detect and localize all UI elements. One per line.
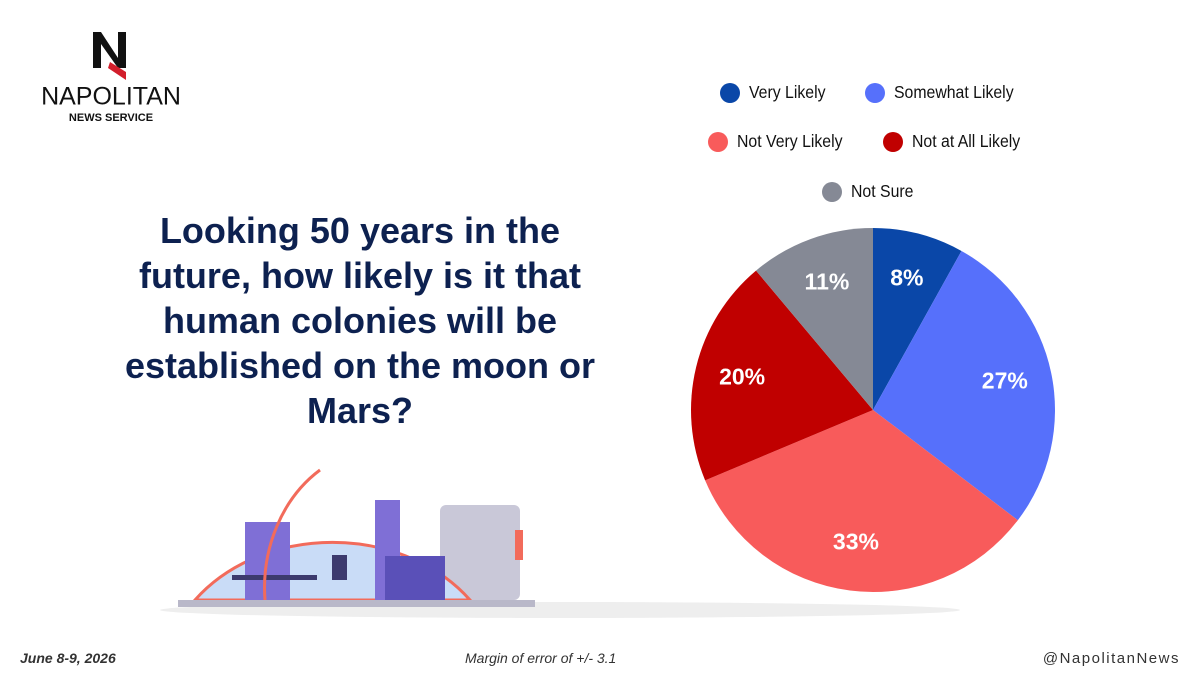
brand-tagline: NEWS SERVICE (69, 112, 153, 124)
legend-swatch (720, 83, 740, 103)
legend-swatch (822, 182, 842, 202)
margin-of-error: Margin of error of +/- 3.1 (465, 650, 617, 666)
legend-label: Not Sure (851, 181, 913, 201)
pie-slice (873, 250, 1055, 521)
question-title: Looking 50 years in the future, how like… (124, 210, 596, 431)
legend-label: Very Likely (749, 82, 826, 102)
slice-label: 11% (805, 269, 850, 295)
pie-slice (691, 270, 873, 481)
legend-label: Not Very Likely (737, 131, 843, 151)
logo (93, 32, 126, 80)
brand-name: NAPOLITAN (41, 83, 181, 111)
slice-label: 33% (833, 529, 879, 555)
legend-label: Somewhat Likely (894, 82, 1014, 102)
legend-swatch (883, 132, 903, 152)
slice-label: 20% (719, 363, 765, 389)
social-handle: @NapolitanNews (1042, 650, 1180, 667)
survey-date: June 8-9, 2026 (20, 650, 116, 666)
legend-swatch (865, 83, 885, 103)
legend-label: Not at All Likely (912, 131, 1021, 151)
legend-swatch (708, 132, 728, 152)
slice-label: 27% (982, 367, 1028, 393)
pie-slice (705, 410, 1018, 593)
pie-slice (873, 228, 962, 410)
slice-label: 8% (890, 265, 923, 291)
pie-slice (756, 228, 873, 410)
dome-illustration (160, 468, 960, 618)
